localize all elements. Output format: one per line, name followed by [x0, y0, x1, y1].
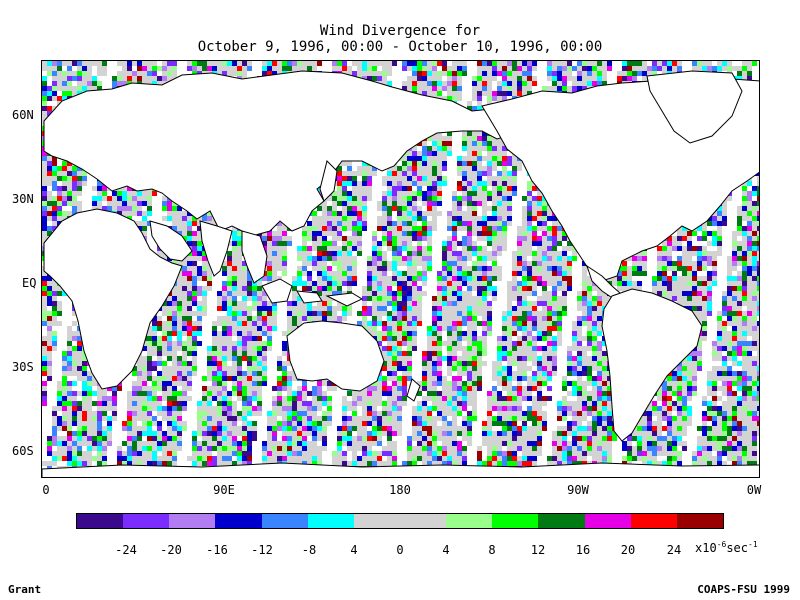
landmass-indonesia	[261, 278, 364, 307]
legend-tick: -8	[301, 543, 317, 557]
lat-label-30s: 30S	[12, 360, 34, 374]
legend-swatch	[584, 514, 631, 528]
landmass-south-america	[601, 288, 703, 442]
legend-swatch	[307, 514, 354, 528]
landmass-se-asia	[241, 230, 268, 284]
landmass-japan	[319, 160, 338, 202]
lat-label-60n: 60N	[12, 108, 34, 122]
lat-label-30n: 30N	[12, 192, 34, 206]
legend-swatch	[353, 514, 400, 528]
legend-tick: -16	[206, 543, 228, 557]
landmass-africa	[43, 208, 183, 390]
legend-tick: -12	[251, 543, 273, 557]
landmass-greenland	[646, 70, 743, 144]
legend-swatch	[446, 514, 493, 528]
landmass-india	[199, 220, 233, 277]
legend-swatch	[123, 514, 170, 528]
legend-swatch	[261, 514, 308, 528]
lat-label-eq: EQ	[22, 276, 37, 290]
legend-tick: 20	[620, 543, 636, 557]
source-credit: COAPS-FSU 1999	[697, 583, 790, 596]
legend-tick: 4	[442, 543, 450, 557]
landmass-new-zealand	[406, 378, 421, 402]
lon-label-180: 180	[389, 483, 411, 497]
legend-unit: x10-6sec-1	[695, 540, 758, 555]
legend-tick: 12	[530, 543, 546, 557]
legend-tick: 0	[396, 543, 404, 557]
legend-swatch	[399, 514, 447, 528]
lon-label-0w: 0W	[746, 483, 762, 497]
map-title-line2: October 9, 1996, 00:00 - October 10, 199…	[197, 39, 603, 55]
legend-swatch	[538, 514, 585, 528]
landmass-eurasia	[43, 70, 513, 237]
legend-tick: 4	[350, 543, 358, 557]
legend-tick: -20	[160, 543, 182, 557]
divergence-map	[41, 60, 760, 478]
lon-label-0: 0	[42, 483, 50, 497]
legend-swatch	[169, 514, 216, 528]
lon-label-90w: 90W	[567, 483, 589, 497]
map-title-line1: Wind Divergence for	[319, 23, 481, 39]
landmass-arabia	[149, 220, 193, 262]
legend-swatch	[77, 514, 124, 528]
landmass-australia	[286, 320, 385, 392]
lat-label-60s: 60S	[12, 444, 34, 458]
legend-tick: 16	[575, 543, 591, 557]
color-legend	[76, 513, 724, 529]
legend-tick: -24	[115, 543, 137, 557]
legend-tick: 8	[488, 543, 496, 557]
legend-tick: 24	[666, 543, 682, 557]
landmass-antarctica	[42, 462, 759, 477]
author-credit: Grant	[8, 583, 42, 596]
lon-label-90e: 90E	[213, 483, 235, 497]
legend-swatch	[676, 514, 723, 528]
divergence-field	[42, 61, 759, 477]
legend-swatch	[630, 514, 677, 528]
legend-swatch	[215, 514, 262, 528]
legend-swatch	[492, 514, 539, 528]
